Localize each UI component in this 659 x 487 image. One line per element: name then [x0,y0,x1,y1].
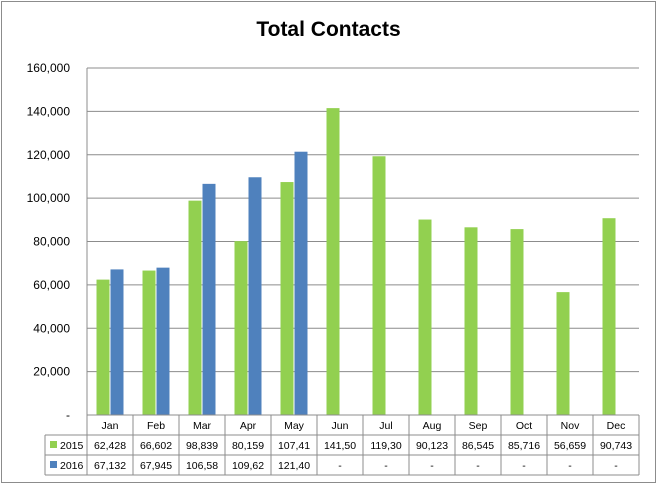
data-label: 98,839 [186,440,218,452]
bar-2015-sep [464,227,478,415]
legend-swatch-2015 [50,441,57,448]
data-label: 141,50 [324,440,356,452]
x-tick-label: Sep [469,420,488,432]
data-label: - [614,460,618,472]
bar-2015-oct [510,229,524,415]
bar-2015-jul [372,156,386,415]
x-tick-label: Nov [561,420,580,432]
legend-label-2016: 2016 [60,460,84,472]
bar-2015-aug [418,219,432,415]
data-label: 90,743 [600,440,632,452]
bar-2015-apr [234,241,248,415]
data-label: - [568,460,572,472]
bar-2016-may [294,151,308,415]
y-tick-label: 20,000 [33,365,70,379]
y-tick-label: 100,000 [27,191,71,205]
legend-label-2015: 2015 [60,440,84,452]
data-label: 90,123 [416,440,448,452]
x-tick-label: May [284,420,305,432]
data-label: 107,41 [278,440,310,452]
data-label: - [476,460,480,472]
data-label: - [430,460,434,472]
data-label: 85,716 [508,440,540,452]
bar-2016-jan [110,269,124,415]
data-label: 66,602 [140,440,172,452]
bar-2015-jun [326,108,340,415]
x-tick-label: Mar [193,420,212,432]
bar-2016-mar [202,183,216,415]
x-tick-label: Apr [240,420,257,432]
x-tick-label: Jun [332,420,349,432]
y-tick-label: 40,000 [33,321,70,335]
data-label: 67,945 [140,460,172,472]
y-tick-label: 140,000 [27,104,71,118]
data-label: 119,30 [370,440,401,452]
bar-2015-feb [142,270,156,415]
bar-2015-jan [96,279,110,415]
data-label: 109,62 [232,460,264,472]
data-label: - [384,460,388,472]
data-label: - [522,460,526,472]
bar-2016-apr [248,177,262,415]
y-tick-label: 80,000 [33,235,70,249]
x-tick-label: Dec [607,420,626,432]
data-label: 56,659 [554,440,586,452]
y-tick-label: 160,000 [27,61,71,75]
bar-2015-may [280,182,294,415]
y-tick-label: - [66,408,70,422]
x-tick-label: Jan [102,420,119,432]
bar-2015-dec [602,218,616,415]
data-label: 86,545 [462,440,494,452]
x-tick-label: Feb [147,420,165,432]
bar-2016-feb [156,267,170,415]
x-tick-label: Aug [423,420,442,432]
data-label: 80,159 [232,440,264,452]
data-label: 62,428 [94,440,126,452]
x-tick-label: Oct [516,420,532,432]
y-tick-label: 120,000 [27,148,71,162]
data-label: 67,132 [94,460,126,472]
data-label: 106,58 [186,460,218,472]
bar-2015-mar [188,200,202,415]
chart-title: Total Contacts [256,18,401,41]
legend-swatch-2016 [50,461,57,468]
x-tick-label: Jul [379,420,392,432]
y-tick-label: 60,000 [33,278,70,292]
data-label: - [338,460,342,472]
data-label: 121,40 [278,460,310,472]
bar-2015-nov [556,292,570,415]
